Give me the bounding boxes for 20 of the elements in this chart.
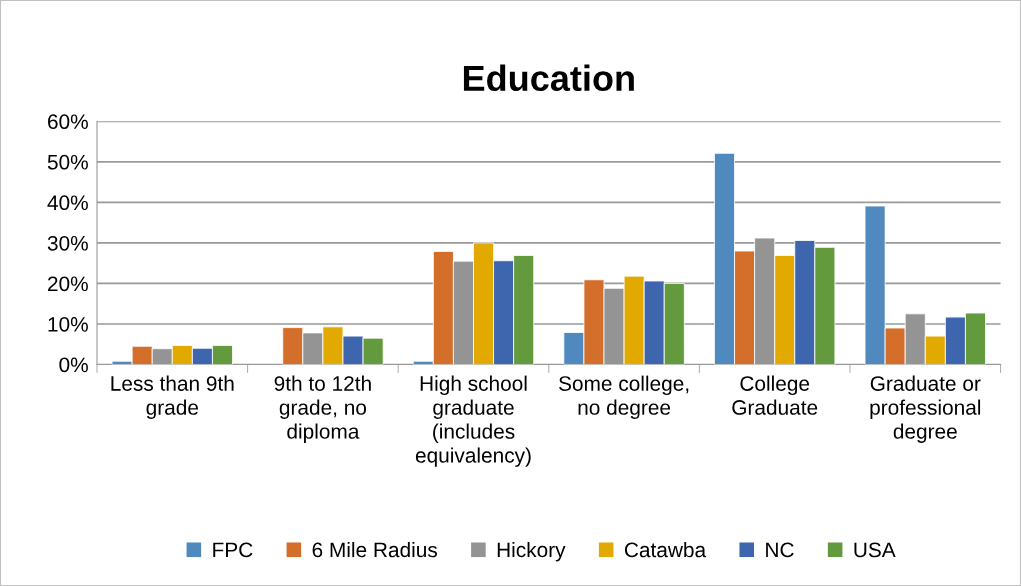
y-tick-label: 60% xyxy=(48,114,88,130)
legend-label: Hickory xyxy=(497,541,566,562)
x-tick-label: 9th to 12th grade, no diploma xyxy=(274,375,371,443)
chart-title: Education xyxy=(463,64,634,92)
x-tick-label: Some college, no degree xyxy=(559,375,689,419)
x-tick-label: High school graduate (includes equivalency) xyxy=(415,375,531,467)
legend-label: Catawba xyxy=(624,541,707,558)
x-tick-label: Less than 9th grade xyxy=(111,375,234,419)
y-tick-label: 50% xyxy=(47,154,88,170)
legend-label: FPC xyxy=(213,542,253,558)
y-tick-label: 20% xyxy=(48,276,88,292)
x-tick-label: College Graduate xyxy=(732,375,818,415)
legend-label: USA xyxy=(854,542,896,558)
y-tick-label: 10% xyxy=(48,316,88,332)
legend-label: 6 Mile Radius xyxy=(312,541,438,558)
y-tick-label: 30% xyxy=(47,235,88,251)
y-tick-label: 40% xyxy=(47,195,88,211)
legend-label: NC xyxy=(766,542,794,558)
y-tick-label: 0% xyxy=(59,357,88,373)
x-tick-label: Graduate or professional degree xyxy=(870,375,981,443)
